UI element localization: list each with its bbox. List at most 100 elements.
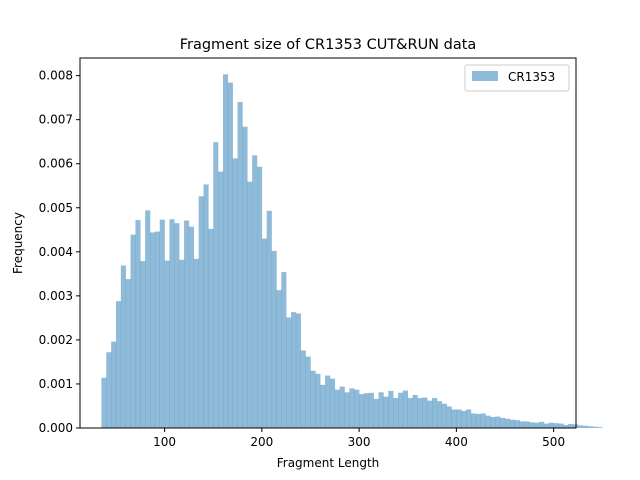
histogram-bar <box>247 181 253 428</box>
histogram-bar <box>582 425 588 428</box>
histogram-bar <box>529 422 535 428</box>
x-tick-label: 300 <box>348 435 371 449</box>
histogram-bar <box>577 425 584 428</box>
histogram-bar <box>111 341 117 428</box>
histogram-bar <box>281 272 287 428</box>
histogram-bar <box>363 393 370 428</box>
legend-swatch <box>472 71 498 81</box>
histogram-bar <box>208 228 214 428</box>
histogram-bar <box>232 158 238 428</box>
histogram-bar <box>329 378 336 428</box>
histogram-bar <box>203 184 209 428</box>
histogram-bar <box>140 261 146 428</box>
histogram-bar <box>154 231 160 428</box>
histogram-bar <box>164 260 170 428</box>
histogram-bar <box>174 223 180 428</box>
histogram-bar <box>519 421 525 428</box>
x-axis-ticks: 100 200 300 400 500 <box>153 428 565 449</box>
histogram-bar <box>310 370 316 428</box>
histogram-bar <box>587 426 593 428</box>
histogram-bar <box>402 390 408 428</box>
histogram-bar <box>159 219 165 428</box>
histogram-bar <box>242 126 248 429</box>
histogram-bar <box>257 166 263 429</box>
histogram-bar <box>539 421 545 428</box>
histogram-bar <box>237 102 243 429</box>
histogram-bar <box>524 421 530 428</box>
histogram-bar <box>553 423 559 428</box>
histogram-bar <box>135 220 141 428</box>
histogram-bar <box>198 196 204 428</box>
histogram-bar <box>115 301 122 428</box>
histogram-bar <box>543 423 550 428</box>
histogram-bar <box>150 232 156 428</box>
histogram-bar <box>548 422 554 428</box>
histogram-bar <box>120 265 126 428</box>
histogram-bar <box>315 373 321 428</box>
histogram-bar <box>470 413 477 428</box>
x-tick-label: 200 <box>250 435 273 449</box>
histogram-bar <box>320 384 326 428</box>
y-tick-label: 0.000 <box>39 421 73 435</box>
histogram-bar <box>145 210 151 428</box>
histogram-bar <box>344 392 350 428</box>
histogram-bar <box>417 398 423 428</box>
histogram-bar <box>349 388 355 428</box>
y-axis-label: Frequency <box>11 212 25 274</box>
histogram-bar <box>188 226 195 428</box>
histogram-bar <box>461 410 467 428</box>
histogram-bar <box>218 171 224 428</box>
y-axis-ticks: 0.000 0.001 0.002 0.003 0.004 0.005 0.006 0.007… <box>39 69 80 435</box>
histogram-bar <box>500 417 506 428</box>
legend-label: CR1353 <box>508 70 555 84</box>
legend: CR1353 <box>464 64 570 92</box>
y-tick-label: 0.005 <box>39 201 73 215</box>
histogram-bar <box>101 377 107 428</box>
histogram-bar <box>432 398 438 428</box>
histogram-bar <box>276 290 282 428</box>
histogram-bar <box>398 392 404 428</box>
histogram-bar <box>485 415 491 428</box>
y-tick-label: 0.002 <box>39 333 73 347</box>
histogram-bar <box>441 403 447 428</box>
histogram-bar <box>412 394 418 428</box>
histogram-bar <box>295 313 302 428</box>
histogram-bar <box>480 413 486 428</box>
histogram-bar <box>378 392 384 428</box>
histogram-bar <box>300 350 306 428</box>
histogram-bar <box>514 420 520 428</box>
histogram-bar <box>393 398 399 428</box>
y-tick-label: 0.001 <box>39 377 73 391</box>
histogram-bar <box>451 409 457 428</box>
histogram-bar <box>475 413 481 428</box>
histogram-bar <box>558 423 564 428</box>
histogram-bar <box>291 312 297 428</box>
histogram-bar <box>125 279 131 428</box>
histogram-bar <box>227 82 233 429</box>
histogram-bar <box>266 210 272 428</box>
histogram-bar <box>261 238 267 428</box>
histogram-bar <box>339 386 345 428</box>
histogram-bar <box>193 258 199 428</box>
histogram-bar <box>106 352 112 428</box>
histogram-bar <box>446 406 452 428</box>
histogram-bar <box>179 259 185 428</box>
histogram-bar <box>169 219 175 428</box>
histogram-bar <box>368 392 374 428</box>
histogram-bar <box>213 142 219 428</box>
y-tick-label: 0.003 <box>39 289 73 303</box>
histogram-bar <box>354 389 360 428</box>
x-tick-label: 400 <box>445 435 468 449</box>
histogram-bar <box>305 356 311 428</box>
y-tick-label: 0.006 <box>39 157 73 171</box>
histogram-bar <box>436 401 443 428</box>
histogram-bar <box>427 400 433 428</box>
histogram-bar <box>495 416 501 428</box>
x-tick-label: 100 <box>153 435 176 449</box>
histogram-bar <box>456 409 462 428</box>
histogram-bar <box>383 396 389 428</box>
histogram-bar <box>509 419 515 428</box>
x-axis-label: Fragment Length <box>277 456 380 470</box>
x-tick-label: 500 <box>542 435 565 449</box>
